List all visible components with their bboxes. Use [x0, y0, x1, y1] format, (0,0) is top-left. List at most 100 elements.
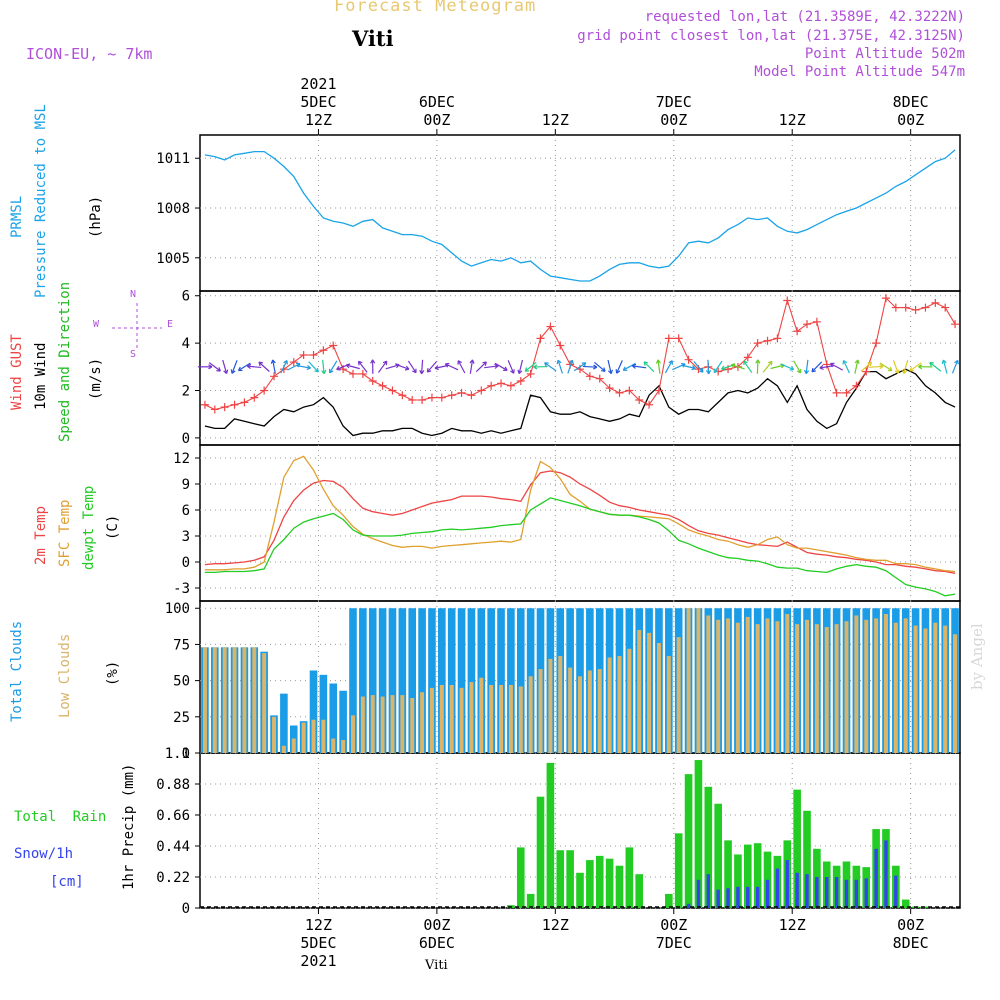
pressure-unit: (hPa)	[88, 195, 104, 238]
gust-marker	[358, 369, 367, 378]
y-tick-label: 9	[182, 477, 190, 493]
wind-dir-arrowhead	[237, 366, 243, 372]
low-clouds-bar	[380, 696, 385, 753]
y-tick-label: 0.66	[156, 808, 190, 824]
wind-dir-arrowhead	[698, 368, 704, 373]
low-clouds-bar	[844, 621, 849, 753]
total-clouds-bar	[457, 608, 466, 753]
wind-dir-arrow	[770, 364, 785, 370]
low-clouds-bar	[370, 695, 375, 753]
prmsl-desc-label: Pressure Reduced to MSL	[33, 104, 49, 298]
precip-unit: 1hr Precip (mm)	[121, 763, 137, 890]
low-clouds-bar	[814, 624, 819, 753]
wind-dir-arrowhead	[503, 366, 508, 371]
low-clouds-bar	[755, 624, 760, 753]
total-clouds-bar	[447, 608, 456, 753]
wind-dir-arrowhead	[593, 364, 598, 370]
grid-point-coords: grid point closest lon,lat (21.375E, 42.…	[577, 28, 965, 44]
total-clouds-bar	[319, 674, 328, 753]
x-tick-label-top: 6DEC	[419, 93, 455, 111]
wind-dir-arrowhead	[854, 359, 860, 364]
gust-marker	[536, 334, 545, 343]
snow-cm-label: [cm]	[50, 874, 84, 890]
low-clouds-bar	[479, 677, 484, 753]
wind-dir-arrow	[518, 359, 524, 374]
gust-marker	[654, 386, 663, 395]
location-title: Viti	[352, 26, 394, 51]
x-tick-label-bottom: 8DEC	[893, 934, 929, 952]
wind-dir-arrow	[643, 361, 655, 373]
wind-dir-arrow	[892, 360, 899, 374]
low-clouds-bar	[400, 695, 405, 753]
wind-dir-arrowhead	[581, 362, 587, 367]
wind-dir-arrowhead	[568, 359, 574, 365]
rain-bar	[665, 893, 673, 908]
compass-s: S	[130, 349, 137, 360]
gust-marker	[408, 395, 417, 404]
wind-dir-arrow	[358, 360, 368, 373]
low-clouds-bar	[518, 686, 523, 753]
point-altitude: Point Altitude 502m	[804, 46, 965, 62]
low-clouds-bar	[607, 657, 612, 753]
wind-dir-arrow	[567, 360, 573, 374]
wind-dir-arrow	[607, 359, 612, 374]
gust-marker	[585, 372, 594, 381]
gust-marker	[773, 334, 782, 343]
gust-marker	[289, 358, 298, 367]
gust-marker	[260, 386, 269, 395]
gust-marker	[418, 395, 427, 404]
total-clouds-bar	[438, 608, 446, 753]
low-clouds-bar	[291, 738, 296, 753]
low-clouds-bar	[874, 618, 879, 753]
gust-marker	[309, 350, 318, 359]
low-clouds-bar	[883, 614, 888, 753]
low-clouds-bar	[587, 670, 592, 753]
low-clouds-bar	[222, 647, 227, 753]
wind-dir-arrowhead	[382, 360, 388, 366]
total-rain-label: Total Rain	[14, 809, 107, 825]
gust-marker	[753, 339, 762, 348]
wind-dir-arrow	[346, 364, 360, 370]
rain-bar	[743, 844, 752, 908]
wind-dir-arrowhead	[524, 367, 530, 372]
y-tick-label: 0	[182, 431, 190, 447]
snow-bar	[716, 889, 720, 908]
low-clouds-bar	[676, 637, 681, 753]
wind-dir-arrowhead	[216, 367, 221, 372]
wind-dir-arrowhead	[370, 359, 376, 364]
total-clouds-bar	[359, 608, 367, 753]
rain-bar	[586, 860, 594, 908]
chart-main-title: Forecast Meteogram	[334, 0, 537, 16]
low-clouds-bar	[775, 621, 780, 753]
low-clouds-bar	[281, 745, 286, 753]
y-tick-label: 0	[182, 746, 190, 762]
low-clouds-bar	[735, 622, 740, 753]
total-clouds-bar	[339, 690, 347, 753]
gust-marker	[516, 377, 525, 386]
gust-marker	[526, 369, 535, 378]
gust-marker	[891, 303, 900, 312]
wind-dir-arrowhead	[655, 359, 661, 364]
wind-dir-arrowhead	[668, 360, 673, 365]
y-tick-label: 6	[182, 289, 190, 305]
wind-dir-arrow	[860, 361, 872, 372]
wind-dir-arrow	[616, 360, 623, 374]
gust-marker	[368, 377, 377, 386]
low-clouds-bar	[854, 615, 859, 753]
rain-bar	[605, 858, 614, 908]
wind-dir-arrow	[593, 361, 606, 372]
snow-bar	[755, 886, 760, 908]
wind-dir-arrow	[942, 359, 948, 374]
gust-marker	[803, 320, 812, 329]
wind-dir-arrow	[272, 359, 276, 374]
low-clouds-bar	[864, 619, 869, 753]
snow-bar	[775, 868, 780, 908]
gust-marker	[427, 393, 436, 402]
gust-marker	[240, 398, 249, 407]
temp2m-label: 2m Temp	[33, 505, 49, 565]
gust-marker	[506, 381, 515, 390]
gust-marker	[437, 393, 446, 402]
gust-marker	[319, 346, 328, 355]
low-clouds-bar	[745, 616, 750, 753]
wind-dir-arrowhead	[842, 359, 848, 365]
